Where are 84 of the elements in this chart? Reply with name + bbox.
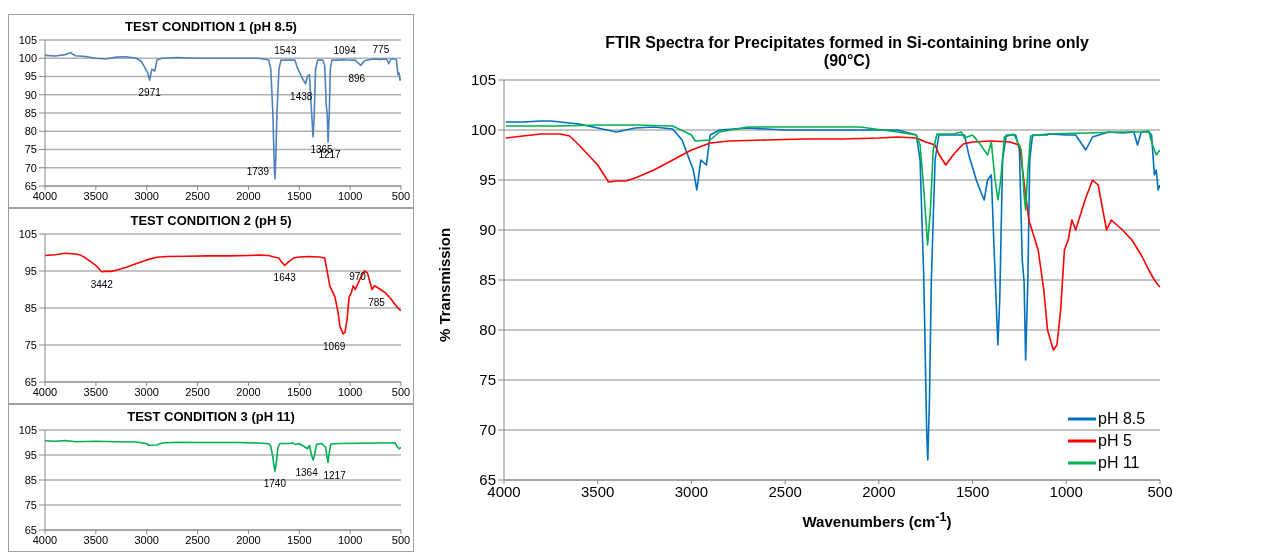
- y-tick-label: 90: [24, 88, 37, 101]
- x-tick-label: 500: [391, 189, 411, 202]
- annotation: 1217: [323, 469, 347, 481]
- y-tick-label: 75: [24, 143, 37, 156]
- x-tick-label: 1000: [1049, 482, 1083, 500]
- annotation: 1094: [333, 44, 357, 56]
- y-tick-label: 70: [24, 161, 37, 174]
- y-tick-label: 65: [24, 179, 37, 192]
- x-tick-label: 500: [391, 533, 411, 546]
- x-tick-label: 3000: [134, 533, 159, 546]
- y-tick-label: 95: [24, 264, 37, 277]
- x-tick-label: 3000: [134, 385, 159, 398]
- y-tick-label: 100: [18, 52, 37, 65]
- x-tick-label: 4000: [32, 189, 58, 202]
- annotation: 2971: [138, 87, 162, 99]
- annotation: 1069: [323, 340, 346, 352]
- line-series: [45, 252, 401, 335]
- legend-label: pH 8.5: [1098, 409, 1146, 429]
- y-tick-label: 105: [18, 423, 37, 436]
- y-tick-label: 80: [479, 321, 496, 339]
- chart-subtitle: (90°C): [822, 52, 872, 70]
- x-tick-label: 3500: [83, 189, 109, 202]
- y-tick-label: 95: [24, 448, 37, 461]
- y-tick-label: 80: [24, 125, 37, 138]
- x-tick-label: 3500: [581, 482, 615, 500]
- annotation: 3442: [90, 278, 114, 290]
- y-axis-title: % Transmission: [435, 227, 453, 343]
- y-tick-label: 70: [479, 421, 496, 439]
- x-tick-label: 500: [391, 385, 411, 398]
- y-tick-label: 100: [470, 121, 496, 139]
- y-tick-label: 85: [479, 271, 496, 289]
- annotation: 1739: [246, 165, 270, 177]
- y-tick-label: 95: [24, 70, 37, 83]
- line-series: [505, 124, 1160, 246]
- legend-label: pH 5: [1098, 431, 1132, 451]
- x-tick-label: 2500: [768, 482, 802, 500]
- x-tick-label: 2000: [236, 533, 261, 546]
- chart-title: TEST CONDITION 1 (pH 8.5): [124, 19, 298, 34]
- legend-label: pH 11: [1098, 453, 1140, 473]
- y-tick-label: 85: [24, 301, 37, 314]
- annotation: 775: [372, 43, 390, 55]
- x-tick-label: 2000: [236, 385, 261, 398]
- y-tick-label: 75: [24, 338, 37, 351]
- x-tick-label: 3500: [83, 533, 109, 546]
- x-tick-label: 3500: [83, 385, 109, 398]
- chart-title: TEST CONDITION 3 (pH 11): [126, 409, 296, 424]
- y-tick-label: 105: [18, 227, 37, 240]
- x-tick-label: 1500: [287, 533, 312, 546]
- x-axis-title: Wavenumbers (cm$^{-1}$): [801, 510, 953, 530]
- y-tick-label: 90: [479, 221, 496, 239]
- annotation: 1543: [274, 45, 297, 57]
- y-tick-label: 75: [479, 371, 496, 389]
- x-tick-label: 1000: [337, 533, 363, 546]
- x-tick-label: 1500: [955, 482, 990, 500]
- x-tick-label: 1000: [337, 189, 363, 202]
- x-tick-label: 3000: [674, 482, 709, 500]
- x-tick-label: 3000: [134, 189, 159, 202]
- x-tick-label: 1500: [287, 385, 312, 398]
- line-series: [505, 133, 1160, 351]
- y-tick-label: 85: [24, 106, 37, 119]
- x-tick-label: 2500: [185, 385, 210, 398]
- x-tick-label: 2500: [185, 189, 210, 202]
- y-tick-label: 75: [24, 498, 37, 511]
- annotation: 896: [348, 72, 366, 84]
- y-tick-label: 105: [18, 33, 37, 46]
- x-tick-label: 1500: [287, 189, 312, 202]
- x-tick-label: 4000: [32, 533, 58, 546]
- y-tick-label: 85: [24, 473, 37, 486]
- y-tick-label: 105: [470, 71, 496, 89]
- y-tick-label: 65: [24, 523, 37, 536]
- annotation: 1364: [295, 467, 319, 478]
- x-tick-label: 500: [1147, 482, 1173, 500]
- y-tick-label: 95: [479, 171, 496, 189]
- y-tick-label: 65: [24, 375, 37, 388]
- x-tick-label: 1000: [337, 385, 363, 398]
- annotation: 1740: [263, 478, 287, 490]
- x-tick-label: 2000: [236, 189, 261, 202]
- x-tick-label: 2000: [862, 482, 896, 500]
- x-tick-label: 2500: [185, 533, 210, 546]
- chart-title: FTIR Spectra for Precipitates formed in Si-containing brine only: [604, 34, 1090, 52]
- chart-title: TEST CONDITION 2 (pH 5): [129, 213, 293, 228]
- annotation: 1643: [273, 272, 297, 284]
- annotation: 785: [368, 296, 386, 308]
- x-tick-label: 4000: [32, 385, 58, 398]
